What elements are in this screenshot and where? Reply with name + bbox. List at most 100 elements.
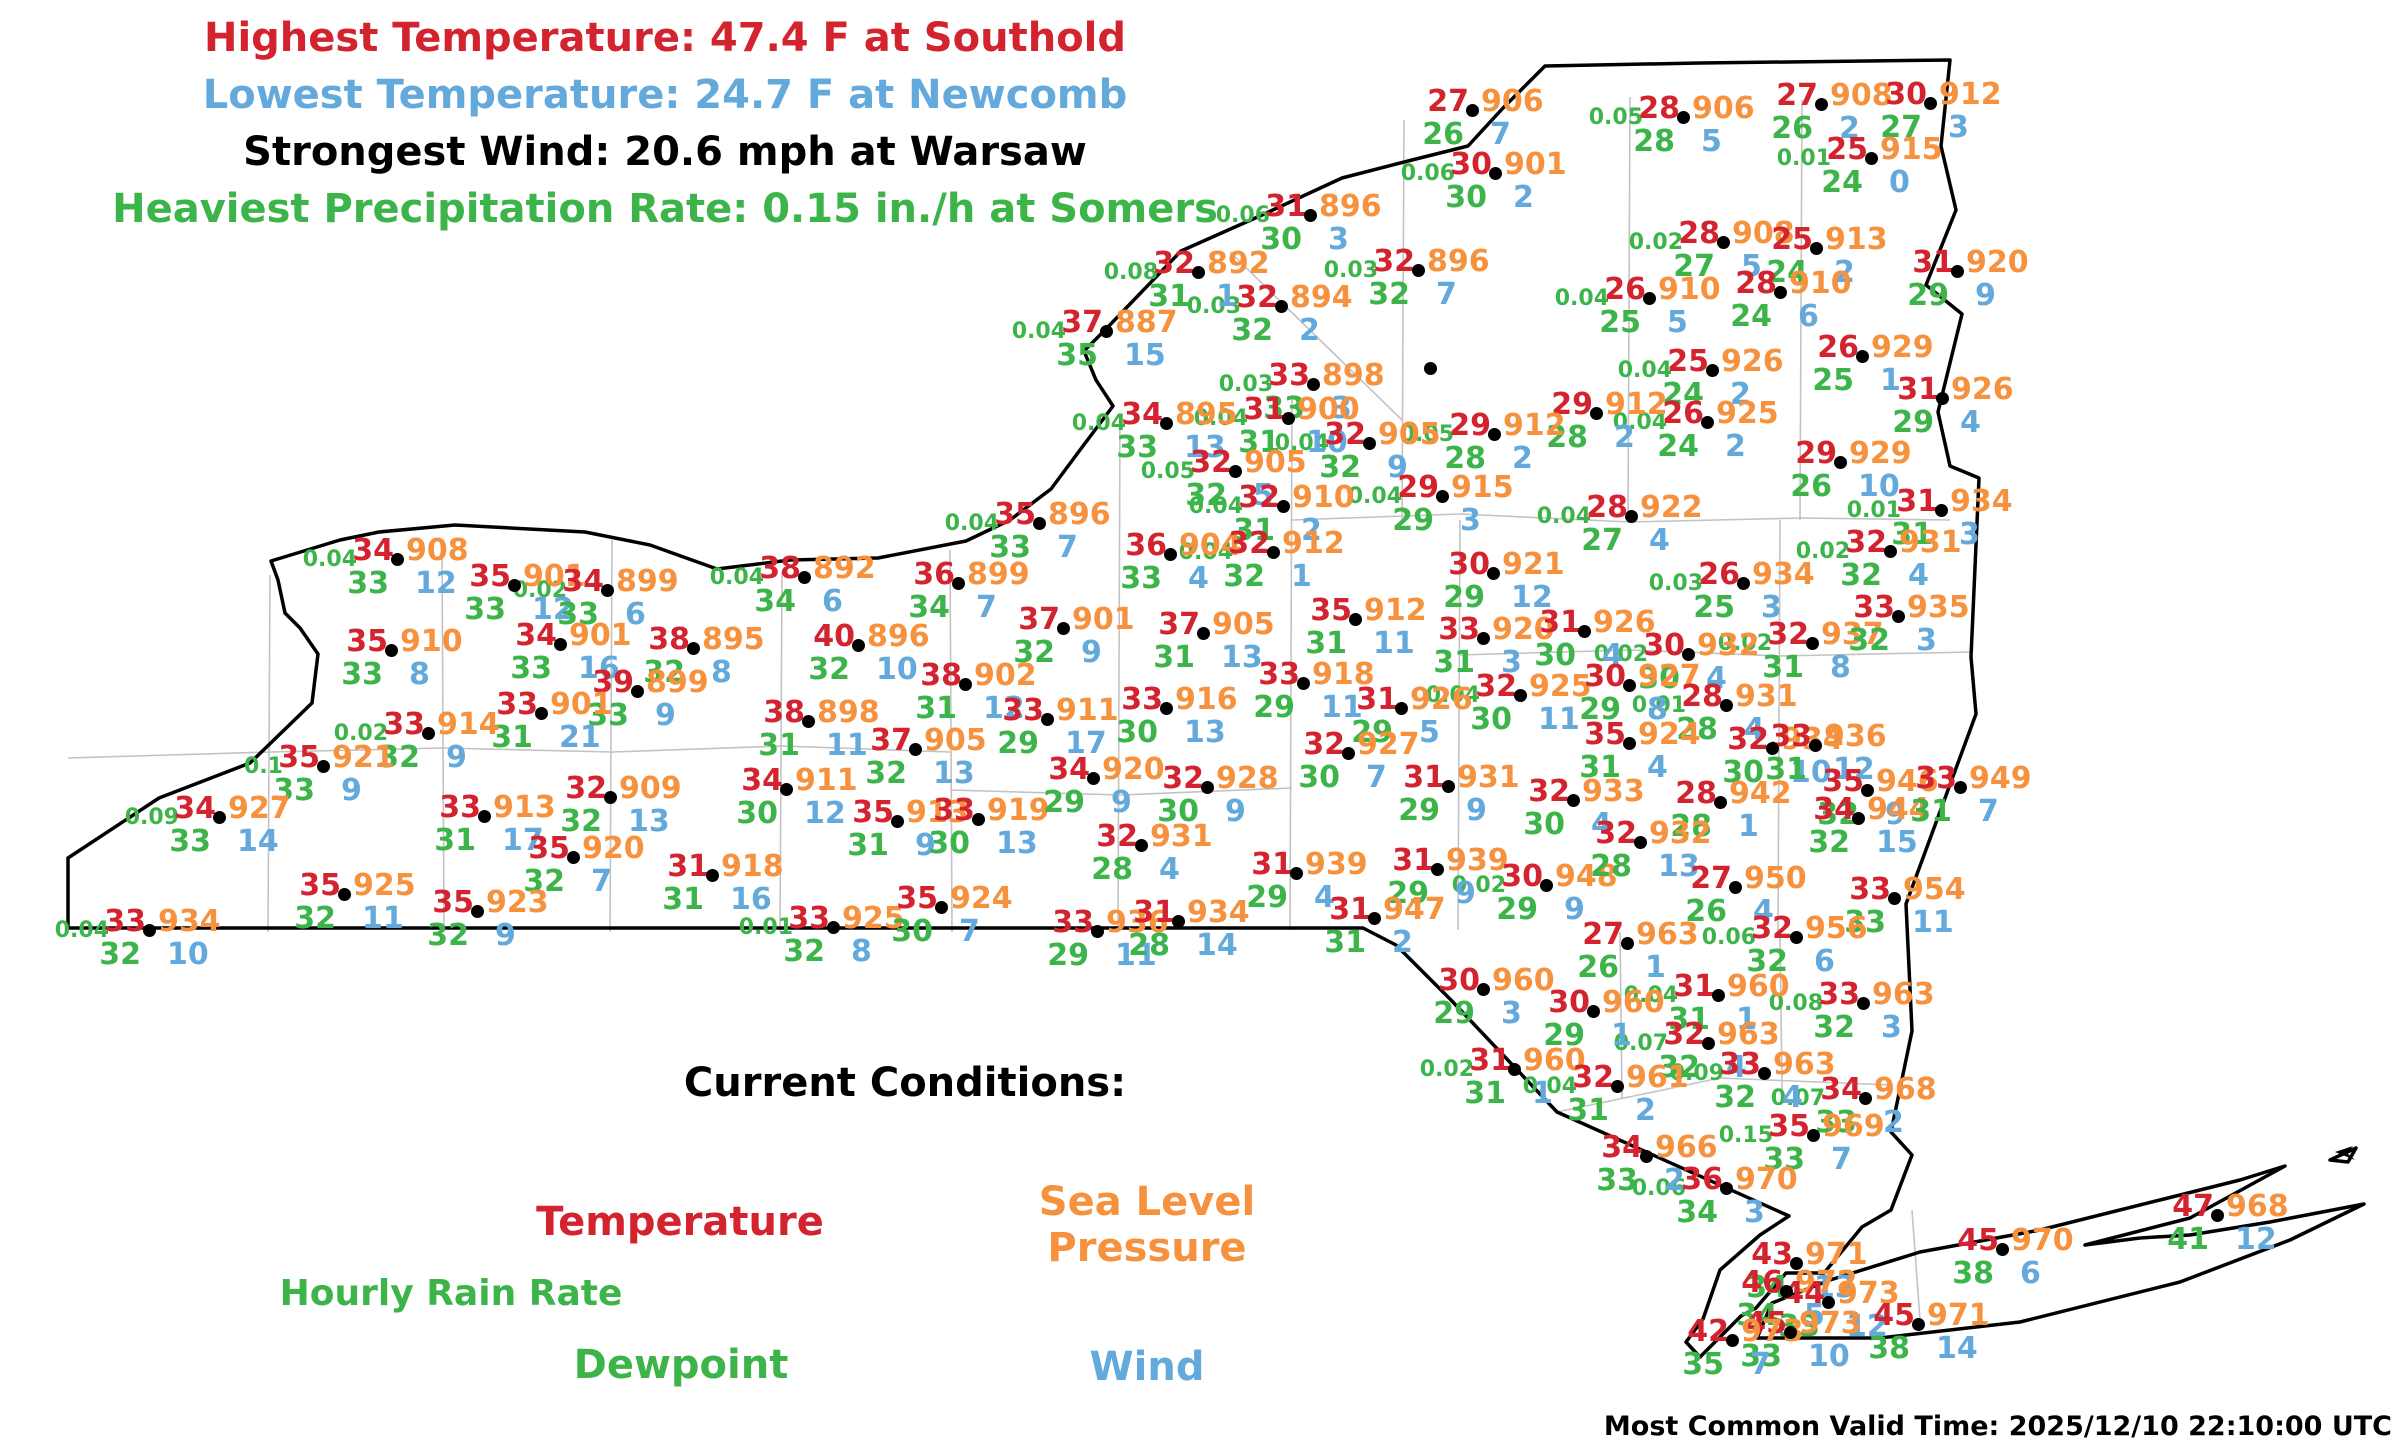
temperature-value: 28 <box>1678 216 1720 251</box>
dewpoint-value: 32 <box>378 740 420 775</box>
dewpoint-value: 26 <box>1685 894 1727 929</box>
legend-hourly-rain-rate: Hourly Rain Rate <box>279 1273 623 1314</box>
station-dot <box>1809 241 1823 255</box>
pressure-value: 920 <box>1966 245 2029 280</box>
wind-value: 3 <box>1331 391 1352 426</box>
wind-value: 7 <box>976 590 997 625</box>
temperature-value: 26 <box>1698 557 1740 592</box>
dewpoint-value: 33 <box>1120 561 1162 596</box>
dewpoint-value: 25 <box>1693 590 1735 625</box>
dewpoint-value: 29 <box>1253 690 1295 725</box>
rain-rate-value: 0.04 <box>1188 494 1243 519</box>
pressure-value: 899 <box>616 564 679 599</box>
pressure-value: 927 <box>1638 659 1701 694</box>
dewpoint-value: 33 <box>510 651 552 686</box>
wind-value: 2 <box>1513 180 1534 215</box>
dewpoint-value: 31 <box>915 691 957 726</box>
dewpoint-value: 24 <box>1821 165 1863 200</box>
dewpoint-value: 30 <box>1638 661 1680 696</box>
wind-value: 10 <box>1858 469 1900 504</box>
station-dot <box>1883 544 1897 558</box>
station-dot <box>1860 783 1874 797</box>
dewpoint-value: 32 <box>1185 478 1227 513</box>
temperature-value: 26 <box>1817 330 1859 365</box>
temperature-value: 38 <box>648 622 690 657</box>
station-dot <box>553 637 567 651</box>
station-dot <box>1507 1062 1521 1076</box>
rain-rate-value: 0.07 <box>1770 1086 1825 1111</box>
station-dot <box>1159 416 1173 430</box>
station-dot <box>1681 647 1695 661</box>
dewpoint-value: 29 <box>1392 503 1434 538</box>
dewpoint-value: 30 <box>1260 222 1302 257</box>
station-dot <box>1539 878 1553 892</box>
temperature-value: 33 <box>1002 693 1044 728</box>
lowest-temperature-line: Lowest Temperature: 24.7 F at Newcomb <box>202 72 1128 118</box>
rain-rate-value: 0.04 <box>944 511 999 536</box>
pressure-value: 948 <box>1555 859 1618 894</box>
pressure-value: 911 <box>1056 693 1119 728</box>
wind-value: 3 <box>1460 503 1481 538</box>
wind-value: 1 <box>1611 1018 1632 1053</box>
station-dot <box>1513 688 1527 702</box>
station-dot <box>477 809 491 823</box>
pressure-value: 927 <box>1357 727 1420 762</box>
station-dot <box>1435 489 1449 503</box>
dewpoint-value: 28 <box>1546 420 1588 455</box>
temperature-value: 30 <box>1501 859 1543 894</box>
wind-value: 9 <box>1225 794 1246 829</box>
dewpoint-value: 28 <box>1676 712 1718 747</box>
station-dot <box>851 638 865 652</box>
pressure-value: 961 <box>1626 1060 1689 1095</box>
station-dot <box>1887 891 1901 905</box>
temperature-value: 45 <box>1873 1298 1915 1333</box>
rain-rate-value: 0.04 <box>1554 286 1609 311</box>
pressure-value: 925 <box>353 868 416 903</box>
station-dot <box>1348 612 1362 626</box>
rain-rate-value: 0.08 <box>1103 260 1158 285</box>
pressure-value: 896 <box>1048 497 1111 532</box>
wind-value: 13 <box>996 826 1038 861</box>
station-dot <box>1713 795 1727 809</box>
long-island-outline <box>1755 1164 2366 1340</box>
pressure-value: 908 <box>1830 78 1893 113</box>
pressure-value: 887 <box>1115 305 1178 340</box>
pressure-value: 921 <box>1502 547 1565 582</box>
pressure-value: 932 <box>1649 816 1712 851</box>
dewpoint-value: 31 <box>1765 752 1807 787</box>
station-dot <box>1773 285 1787 299</box>
rain-rate-value: 0.09 <box>124 805 179 830</box>
station-dot <box>1577 624 1591 638</box>
temperature-value: 32 <box>1228 526 1270 561</box>
dewpoint-value: 29 <box>1433 996 1475 1031</box>
station-dot <box>1266 545 1280 559</box>
pressure-value: 973 <box>1799 1306 1862 1341</box>
legend-wind: Wind <box>1089 1344 1205 1390</box>
temperature-value: 33 <box>933 793 975 828</box>
temperature-value: 30 <box>1885 77 1927 112</box>
station-dot <box>1805 636 1819 650</box>
dewpoint-value: 31 <box>1433 645 1475 680</box>
temperature-value: 32 <box>1324 417 1366 452</box>
pressure-value: 935 <box>1907 590 1970 625</box>
wind-value: 4 <box>1726 1050 1747 1085</box>
dewpoint-value: 31 <box>434 823 476 858</box>
temperature-value: 35 <box>1768 1109 1810 1144</box>
wind-value: 2 <box>1299 313 1320 348</box>
pressure-value: 914 <box>437 707 500 742</box>
station-dot <box>1934 503 1948 517</box>
station-dot <box>1274 299 1288 313</box>
temperature-value: 26 <box>1604 272 1646 307</box>
temperature-value: 34 <box>741 763 783 798</box>
dewpoint-value: 24 <box>1730 299 1772 334</box>
wind-value: 11 <box>1115 938 1157 973</box>
temperature-value: 34 <box>352 533 394 568</box>
pressure-value: 894 <box>1290 280 1353 315</box>
dewpoint-value: 34 <box>754 584 796 619</box>
station-dot <box>1196 626 1210 640</box>
pressure-value: 905 <box>924 723 987 758</box>
pressure-value: 913 <box>1825 222 1888 257</box>
dewpoint-value: 29 <box>1579 692 1621 727</box>
station-dot <box>534 706 548 720</box>
temperature-value: 33 <box>496 687 538 722</box>
